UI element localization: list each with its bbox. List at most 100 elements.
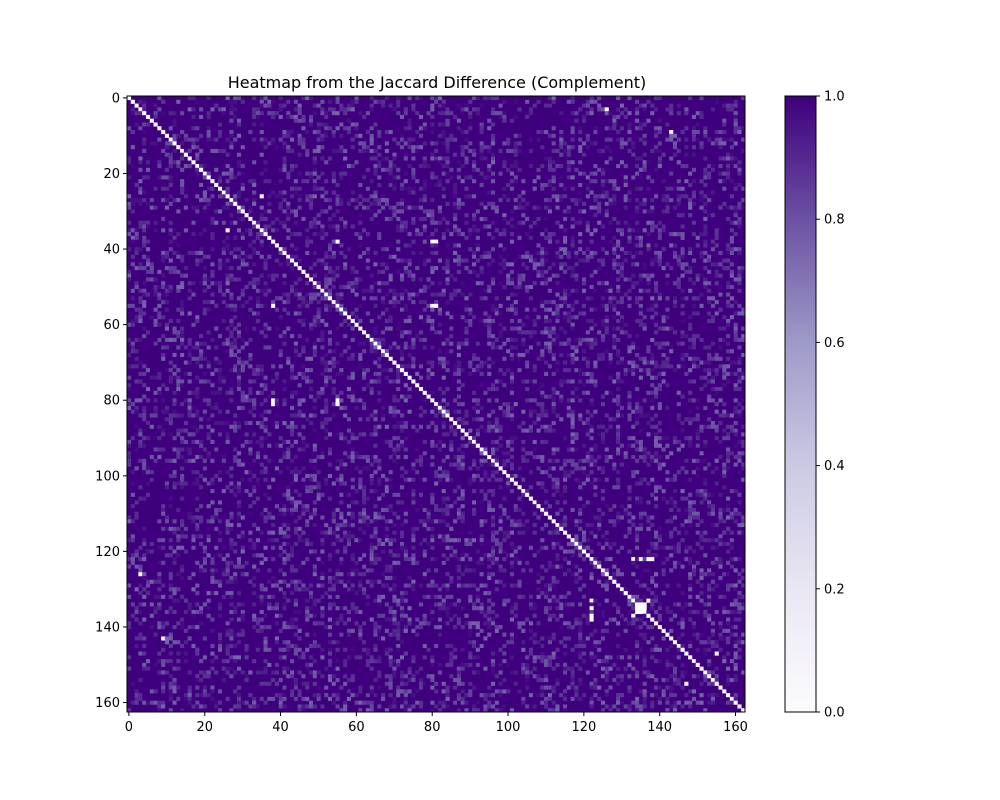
heatmap-cell <box>252 583 257 588</box>
heatmap-cell <box>411 273 416 278</box>
heatmap-cell <box>259 696 264 701</box>
heatmap-cell <box>350 352 355 358</box>
heatmap-cell <box>305 148 310 153</box>
heatmap-cell <box>574 254 579 259</box>
heatmap-cell <box>593 141 598 146</box>
heatmap-cell <box>672 300 678 305</box>
heatmap-cell <box>445 311 450 316</box>
heatmap-cell <box>616 220 621 225</box>
heatmap-cell <box>180 311 185 316</box>
heatmap-cell <box>377 232 382 237</box>
heatmap-cell <box>688 205 693 210</box>
heatmap-cell <box>365 205 370 210</box>
heatmap-cell <box>415 130 420 135</box>
heatmap-cell <box>335 579 340 584</box>
heatmap-cell <box>305 250 310 256</box>
heatmap-cell <box>161 647 166 652</box>
heatmap-cell <box>164 198 169 203</box>
heatmap-cell <box>290 481 295 486</box>
heatmap-cell <box>134 564 139 569</box>
heatmap-cell <box>248 538 253 543</box>
heatmap-cell <box>589 190 594 195</box>
heatmap-cell <box>589 179 594 184</box>
heatmap-cell <box>570 198 575 203</box>
heatmap-cell <box>555 239 560 244</box>
heatmap-cell <box>263 428 268 433</box>
heatmap-cell <box>138 583 143 588</box>
heatmap-cell <box>377 345 382 350</box>
heatmap-cell <box>544 182 549 187</box>
heatmap-cell <box>168 708 173 713</box>
heatmap-cell <box>183 534 188 539</box>
heatmap-cell <box>142 602 147 607</box>
heatmap-cell <box>369 432 374 437</box>
heatmap-cell <box>729 220 734 225</box>
heatmap-cell <box>726 258 731 263</box>
heatmap-cell <box>267 99 272 104</box>
heatmap-cell <box>373 526 378 531</box>
heatmap-cell <box>145 175 151 180</box>
heatmap-cell <box>381 507 386 513</box>
heatmap-cell <box>206 360 211 365</box>
heatmap-cell <box>669 130 674 135</box>
heatmap-cell <box>274 602 279 607</box>
heatmap-cell <box>305 379 310 384</box>
heatmap-cell <box>130 470 135 475</box>
heatmap-cell <box>221 194 226 199</box>
heatmap-cell <box>411 239 416 244</box>
heatmap-cell <box>263 594 268 599</box>
heatmap-cell <box>229 130 234 135</box>
heatmap-cell <box>381 311 386 316</box>
heatmap-cell <box>589 318 594 324</box>
heatmap-cell <box>127 228 132 233</box>
heatmap-cell <box>464 160 469 165</box>
heatmap-cell <box>297 194 302 199</box>
heatmap-cell <box>202 557 207 562</box>
heatmap-cell <box>293 262 298 267</box>
heatmap-cell <box>172 700 177 705</box>
heatmap-cell <box>509 281 515 286</box>
heatmap-cell <box>532 220 537 225</box>
heatmap-cell <box>229 322 234 327</box>
heatmap-cell <box>707 175 712 180</box>
heatmap-cell <box>384 504 389 509</box>
heatmap-cell <box>540 349 545 354</box>
heatmap-cell <box>210 428 215 433</box>
heatmap-cell <box>691 296 697 301</box>
heatmap-cell <box>286 99 291 104</box>
heatmap-cell <box>225 591 230 596</box>
heatmap-cell <box>642 103 647 108</box>
heatmap-cell <box>312 704 317 709</box>
heatmap-cell <box>210 273 215 278</box>
heatmap-cell <box>153 122 158 127</box>
heatmap-cell <box>456 167 461 172</box>
heatmap-cell <box>271 575 276 581</box>
heatmap-cell <box>699 190 704 195</box>
heatmap-cell <box>585 341 590 346</box>
heatmap-cell <box>532 307 537 312</box>
heatmap-cell <box>210 643 215 649</box>
heatmap-cell <box>650 273 655 278</box>
heatmap-cell <box>248 504 253 509</box>
heatmap-cell <box>627 232 632 237</box>
heatmap-cell <box>320 334 325 339</box>
heatmap-cell <box>282 455 287 460</box>
heatmap-cell <box>130 602 135 607</box>
heatmap-cell <box>464 175 469 180</box>
heatmap-cell <box>153 141 158 146</box>
heatmap-cell <box>388 103 393 108</box>
heatmap-cell <box>286 145 291 150</box>
heatmap-cell <box>718 273 723 278</box>
heatmap-cell <box>589 341 594 346</box>
heatmap-cell <box>608 126 613 131</box>
heatmap-cell <box>566 318 571 324</box>
heatmap-cell <box>305 647 310 652</box>
heatmap-cell <box>320 583 325 588</box>
heatmap-cell <box>297 432 302 437</box>
heatmap-cell <box>388 130 393 135</box>
heatmap-cell <box>187 515 192 520</box>
heatmap-cell <box>593 126 598 131</box>
heatmap-cell <box>343 284 348 290</box>
heatmap-cell <box>210 262 215 267</box>
heatmap-cell <box>358 254 363 259</box>
